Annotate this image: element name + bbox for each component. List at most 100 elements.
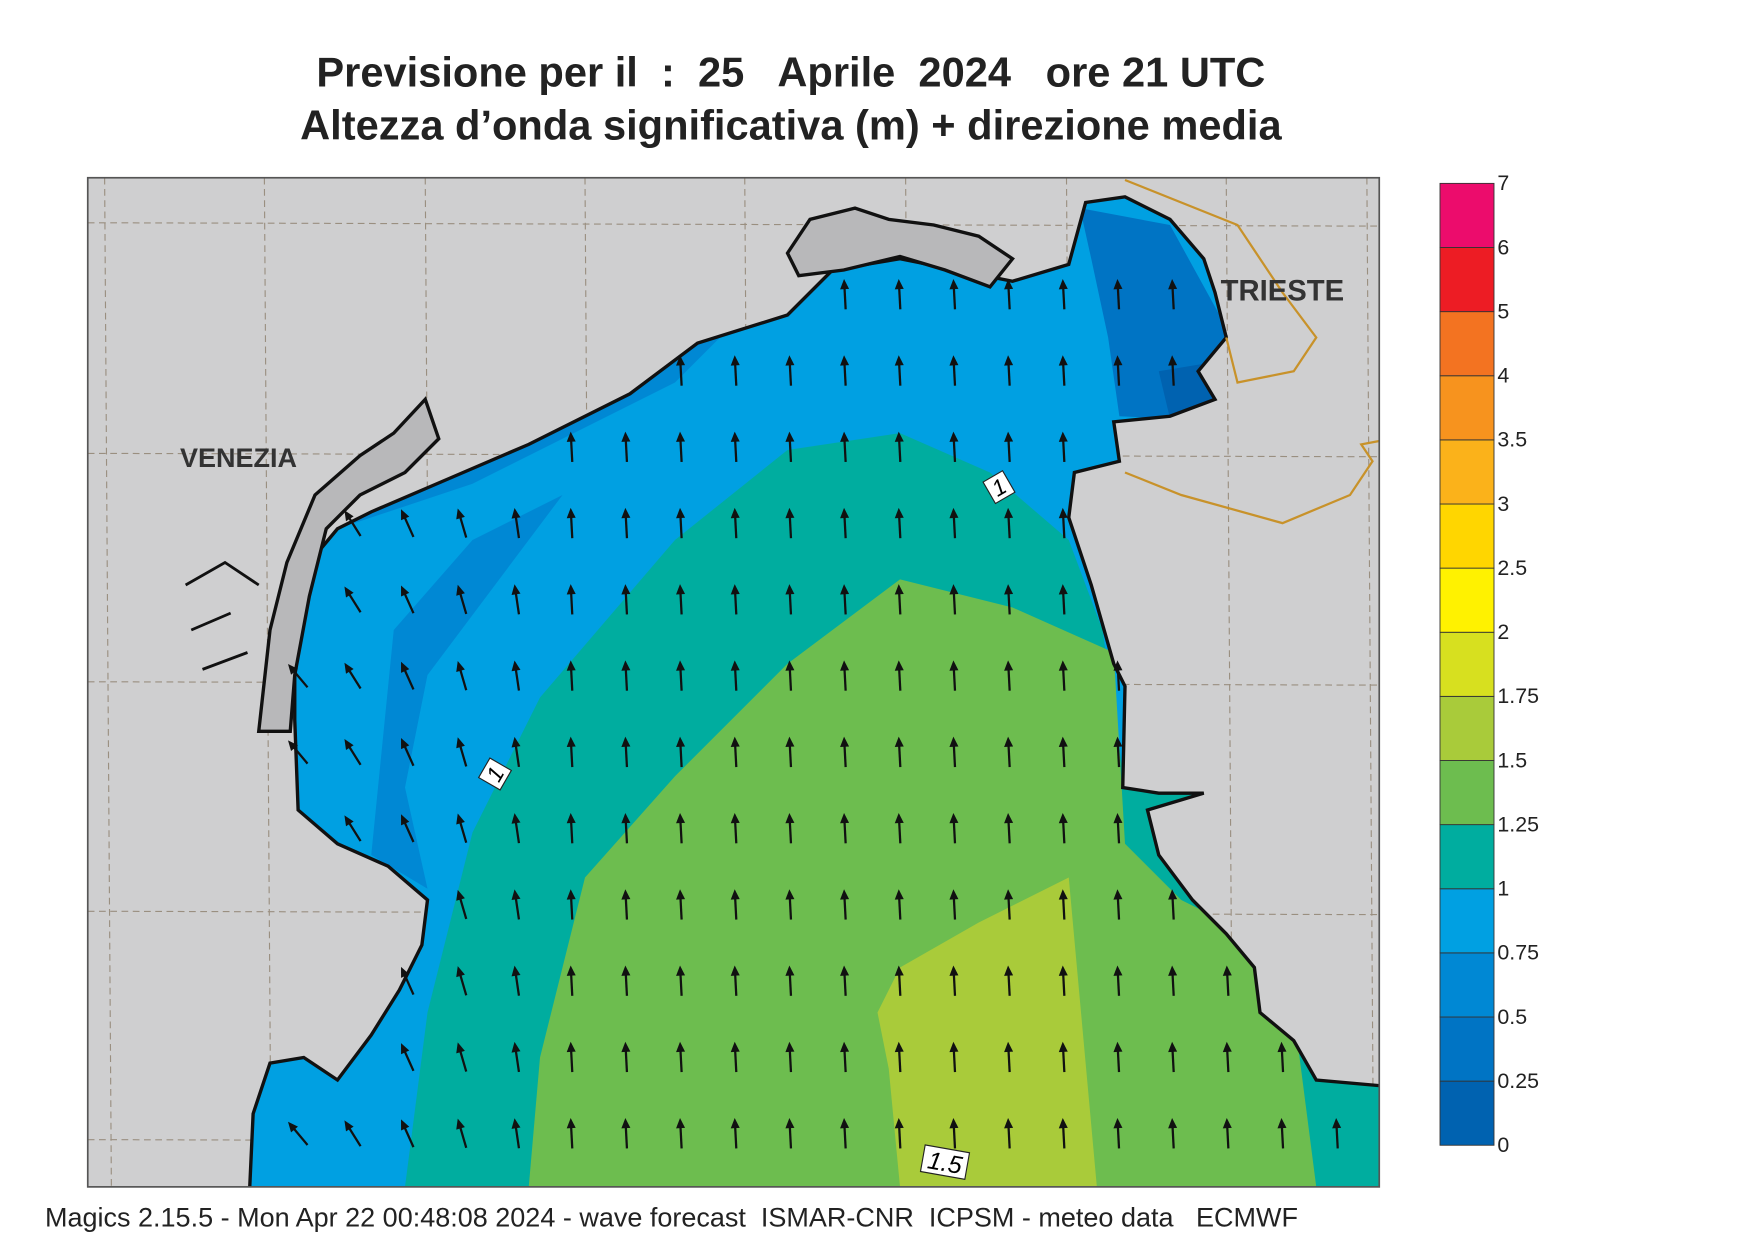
arrow	[894, 889, 904, 920]
arrow	[288, 740, 309, 765]
arrow	[1113, 812, 1123, 844]
colorbar-swatch	[1439, 760, 1495, 826]
arrow-head	[344, 1120, 354, 1132]
arrow-head	[894, 889, 904, 900]
arrow	[1113, 965, 1123, 996]
arrow-head	[676, 812, 686, 824]
arrow-head	[1113, 736, 1123, 748]
arrow	[676, 812, 686, 844]
arrow-head	[401, 738, 410, 750]
arrow	[401, 1119, 415, 1148]
arrow-head	[785, 660, 795, 671]
arrow-head	[730, 584, 740, 595]
arrow-head	[401, 966, 410, 978]
arrow	[840, 736, 850, 768]
arrow-head	[344, 739, 354, 751]
arrow	[621, 660, 631, 691]
arrow	[676, 736, 686, 768]
arrow-head	[456, 1118, 465, 1130]
colorbar-swatch	[1439, 824, 1495, 890]
arrow-head	[1004, 507, 1014, 519]
colorbar-swatch	[1439, 375, 1495, 441]
arrow	[566, 965, 576, 996]
arrow-head	[949, 812, 959, 824]
lagoon-marano	[785, 206, 1015, 289]
arrow-head	[840, 889, 850, 900]
arrow-head	[621, 812, 631, 824]
arrow-head	[1222, 1118, 1232, 1129]
arrow	[344, 586, 362, 613]
arrow	[456, 889, 468, 920]
arrow	[456, 1118, 468, 1149]
arrow	[1113, 1118, 1123, 1149]
arrow-head	[511, 1118, 521, 1129]
arrow	[894, 507, 904, 539]
arrow-head	[949, 1041, 959, 1053]
arrow	[401, 661, 415, 690]
arrow-head	[840, 1118, 850, 1129]
arrow	[949, 431, 959, 462]
arrow	[949, 889, 959, 920]
arrow-head	[401, 814, 410, 826]
arrow-head	[1168, 279, 1178, 290]
arrow	[949, 812, 959, 844]
arrow-head	[676, 431, 686, 442]
arrow-head	[730, 736, 740, 748]
arrow-head	[1113, 812, 1123, 824]
arrow	[1004, 355, 1014, 386]
arrow	[840, 965, 850, 996]
arrow	[730, 965, 740, 996]
colorbar-label: 0.75	[1497, 941, 1539, 965]
arrow	[566, 1041, 576, 1073]
arrow-head	[621, 660, 631, 671]
arrow	[949, 965, 959, 996]
arrow	[949, 507, 959, 539]
arrow	[730, 355, 740, 386]
arrow-head	[1113, 965, 1123, 976]
colorbar-label: 2.5	[1497, 556, 1527, 580]
arrow-head	[676, 1041, 686, 1053]
arrow-head	[511, 660, 521, 672]
arrow-head	[621, 507, 631, 519]
arrow-head	[1058, 431, 1068, 442]
arrow-head	[894, 736, 904, 748]
arrow-head	[1058, 812, 1068, 824]
contour-label-box: 1	[982, 470, 1016, 505]
arrow	[785, 812, 795, 844]
arrow	[840, 1041, 850, 1073]
arrow	[1058, 279, 1068, 310]
arrow	[730, 1041, 740, 1073]
arrow-head	[621, 889, 631, 900]
arrow	[785, 1041, 795, 1073]
arrow-head	[1058, 1118, 1068, 1129]
arrow	[621, 736, 631, 768]
arrow	[949, 279, 959, 310]
arrow-head	[344, 586, 354, 598]
label-box	[982, 470, 1016, 505]
arrow	[566, 507, 576, 539]
arrow-head	[566, 812, 576, 824]
arrow-head	[730, 812, 740, 824]
arrow-head	[730, 1041, 740, 1053]
arrow	[566, 812, 576, 844]
arrow-head	[1058, 889, 1068, 900]
arrow	[621, 965, 631, 996]
arrow	[1168, 355, 1178, 386]
arrow	[1113, 1041, 1123, 1073]
arrow-head	[288, 740, 298, 751]
arrow-head	[949, 507, 959, 519]
arrow-head	[676, 584, 686, 595]
arrow	[894, 1118, 904, 1149]
arrow	[894, 660, 904, 691]
arrow	[949, 660, 959, 691]
arrow	[730, 736, 740, 768]
arrow	[511, 965, 521, 996]
arrow	[894, 584, 904, 615]
arrow-head	[1113, 889, 1123, 900]
arrow-head	[401, 661, 410, 673]
arrow-head	[840, 355, 850, 366]
arrow-head	[785, 812, 795, 824]
arrow-head	[511, 736, 521, 748]
arrow-head	[676, 889, 686, 900]
